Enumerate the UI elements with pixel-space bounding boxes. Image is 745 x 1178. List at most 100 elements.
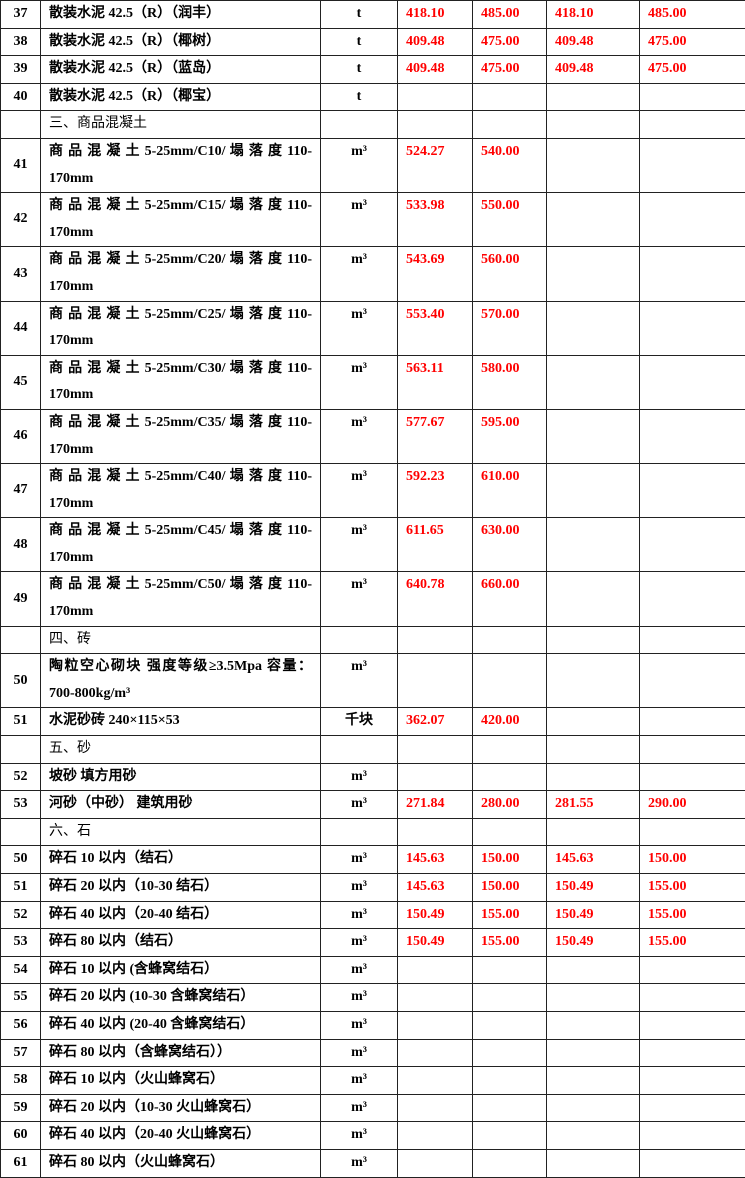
unit-cell: m³ [321, 1067, 398, 1095]
price-cell [547, 1149, 640, 1177]
price-cell [640, 111, 745, 139]
unit-cell: m³ [321, 193, 398, 247]
price-cell [473, 736, 547, 764]
price-cell [640, 355, 745, 409]
price-cell [398, 1011, 473, 1039]
price-cell [640, 138, 745, 192]
section-title: 四、砖 [41, 626, 321, 654]
price-cell [547, 818, 640, 846]
section-title: 五、砂 [41, 736, 321, 764]
price-cell [547, 1094, 640, 1122]
price-cell [640, 708, 745, 736]
item-number: 44 [1, 301, 41, 355]
price-cell [547, 1011, 640, 1039]
price-cell [640, 1011, 745, 1039]
price-cell: 475.00 [640, 28, 745, 56]
price-cell [547, 409, 640, 463]
price-cell [640, 193, 745, 247]
item-name: 碎石 80 以内（含蜂窝结石）） [41, 1039, 321, 1067]
item-number: 40 [1, 83, 41, 111]
unit-cell: m³ [321, 1094, 398, 1122]
price-cell [547, 193, 640, 247]
price-cell [398, 736, 473, 764]
unit-cell: m³ [321, 138, 398, 192]
price-cell [473, 1039, 547, 1067]
price-cell: 418.10 [398, 1, 473, 29]
unit-cell: m³ [321, 518, 398, 572]
item-name: 碎石 80 以内（火山蜂窝石） [41, 1149, 321, 1177]
price-cell [473, 1011, 547, 1039]
unit-cell: m³ [321, 901, 398, 929]
unit-cell: m³ [321, 355, 398, 409]
unit-cell: m³ [321, 956, 398, 984]
price-cell [547, 626, 640, 654]
item-name: 商 品 混 凝 土 5-25mm/C40/ 塌 落 度 110-170mm [41, 464, 321, 518]
item-name: 商 品 混 凝 土 5-25mm/C35/ 塌 落 度 110-170mm [41, 409, 321, 463]
unit-cell: m³ [321, 1149, 398, 1177]
unit-cell: m³ [321, 763, 398, 791]
price-cell [473, 984, 547, 1012]
price-cell: 150.00 [640, 846, 745, 874]
item-number: 59 [1, 1094, 41, 1122]
item-number [1, 736, 41, 764]
price-cell: 543.69 [398, 247, 473, 301]
price-cell [473, 956, 547, 984]
price-cell: 145.63 [398, 874, 473, 902]
price-cell [640, 1039, 745, 1067]
price-cell: 150.49 [398, 929, 473, 957]
item-number: 57 [1, 1039, 41, 1067]
price-cell [640, 956, 745, 984]
item-name: 散装水泥 42.5（R）（椰宝） [41, 83, 321, 111]
price-cell [547, 247, 640, 301]
price-cell: 418.10 [547, 1, 640, 29]
price-cell [547, 301, 640, 355]
unit-cell: m³ [321, 572, 398, 626]
item-number: 53 [1, 929, 41, 957]
item-number [1, 111, 41, 139]
section-row: 五、砂 [1, 736, 745, 764]
item-number: 37 [1, 1, 41, 29]
unit-cell: m³ [321, 654, 398, 708]
price-cell: 580.00 [473, 355, 547, 409]
price-cell [473, 1094, 547, 1122]
price-cell: 409.48 [547, 56, 640, 84]
price-cell: 640.78 [398, 572, 473, 626]
price-cell [473, 1067, 547, 1095]
section-title: 六、石 [41, 818, 321, 846]
price-cell [473, 1122, 547, 1150]
price-cell: 553.40 [398, 301, 473, 355]
price-cell [547, 83, 640, 111]
item-name: 水泥砂砖 240×115×53 [41, 708, 321, 736]
item-name: 商 品 混 凝 土 5-25mm/C20/ 塌 落 度 110-170mm [41, 247, 321, 301]
unit-cell: m³ [321, 791, 398, 819]
price-cell: 570.00 [473, 301, 547, 355]
price-cell [398, 956, 473, 984]
price-cell: 611.65 [398, 518, 473, 572]
price-cell [640, 1122, 745, 1150]
price-cell: 290.00 [640, 791, 745, 819]
price-cell: 475.00 [473, 56, 547, 84]
item-number: 47 [1, 464, 41, 518]
item-name: 商 品 混 凝 土 5-25mm/C30/ 塌 落 度 110-170mm [41, 355, 321, 409]
price-cell [473, 818, 547, 846]
price-cell [640, 626, 745, 654]
item-name: 散装水泥 42.5（R）（蓝岛） [41, 56, 321, 84]
price-cell [640, 818, 745, 846]
price-cell: 155.00 [473, 901, 547, 929]
price-cell [640, 572, 745, 626]
item-number: 42 [1, 193, 41, 247]
price-cell [640, 1067, 745, 1095]
item-name: 碎石 10 以内 (含蜂窝结石） [41, 956, 321, 984]
price-cell: 155.00 [640, 901, 745, 929]
price-cell [473, 1149, 547, 1177]
item-number: 41 [1, 138, 41, 192]
item-number [1, 818, 41, 846]
item-name: 碎石 40 以内（20-40 火山蜂窝石） [41, 1122, 321, 1150]
